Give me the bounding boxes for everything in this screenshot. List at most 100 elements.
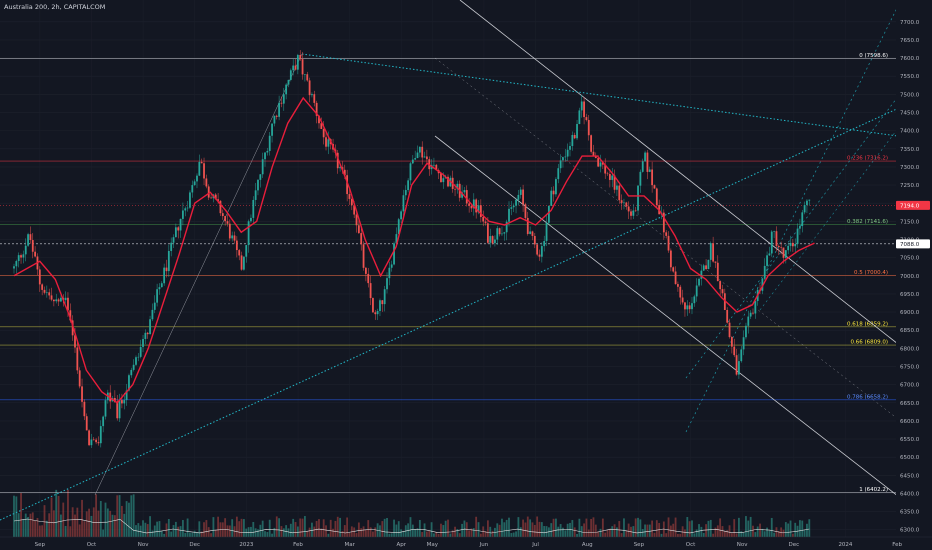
volume-bar bbox=[17, 513, 20, 537]
candle-body bbox=[796, 228, 799, 244]
volume-bar bbox=[742, 532, 745, 537]
volume-bar bbox=[526, 516, 529, 537]
volume-bar bbox=[402, 530, 405, 537]
candle-body bbox=[700, 270, 703, 279]
price-axis: 7700.0 7650.0 7600.0 7550.0 7500.0 7450.0 7400… bbox=[896, 0, 932, 550]
candle-body bbox=[789, 242, 792, 246]
volume-bar bbox=[808, 519, 811, 537]
volume-bar bbox=[463, 520, 466, 537]
volume-bar bbox=[151, 530, 154, 537]
volume-bar bbox=[660, 533, 663, 537]
candle-body bbox=[512, 205, 515, 208]
volume-bar bbox=[383, 518, 386, 537]
candle-body bbox=[50, 295, 53, 300]
volume-bar bbox=[557, 526, 560, 537]
candle-body bbox=[383, 289, 386, 305]
time-tick-label: Dec bbox=[788, 542, 799, 548]
candle-body bbox=[207, 186, 210, 198]
volume-bar bbox=[693, 533, 696, 537]
volume-bar bbox=[379, 525, 381, 537]
price-tick-label: 6350.0 bbox=[900, 510, 920, 516]
volume-bar bbox=[31, 512, 34, 537]
candle-body bbox=[409, 163, 412, 181]
candle-body bbox=[247, 221, 250, 246]
volume-bar bbox=[766, 527, 768, 537]
volume-bar bbox=[304, 516, 306, 537]
candle-body bbox=[773, 231, 776, 232]
time-tick-label: Jun bbox=[479, 542, 489, 548]
candle-body bbox=[186, 207, 189, 209]
volume-bar bbox=[334, 520, 337, 537]
volume-bar bbox=[271, 533, 273, 537]
candle-body bbox=[418, 146, 421, 153]
volume-bar bbox=[569, 522, 571, 537]
volume-bar bbox=[367, 520, 370, 537]
volume-bar bbox=[505, 519, 508, 537]
candle-body bbox=[156, 289, 159, 303]
volume-bar bbox=[777, 530, 780, 537]
volume-bar bbox=[681, 526, 684, 537]
time-axis-background bbox=[0, 537, 932, 550]
volume-bar bbox=[780, 527, 783, 537]
volume-bar bbox=[388, 533, 391, 537]
candle-body bbox=[470, 205, 473, 209]
candle-body bbox=[350, 198, 353, 206]
volume-bar bbox=[555, 518, 557, 537]
time-tick-label: Nov bbox=[737, 542, 748, 548]
volume-bar bbox=[226, 525, 229, 537]
candle-body bbox=[125, 390, 128, 401]
candle-body bbox=[254, 190, 257, 200]
candle-body bbox=[611, 175, 614, 180]
volume-bar bbox=[479, 533, 482, 537]
volume-bar bbox=[266, 532, 269, 537]
volume-bar bbox=[425, 531, 428, 537]
candle-body bbox=[128, 375, 130, 391]
volume-bar bbox=[34, 520, 37, 537]
candle-body bbox=[198, 161, 201, 176]
teal-support-line bbox=[0, 101, 913, 521]
volume-bar bbox=[240, 518, 243, 537]
fib-level-label: 0.618 (6859.2) bbox=[847, 321, 888, 327]
candle-body bbox=[738, 361, 740, 375]
candle-body bbox=[740, 349, 743, 362]
candle-body bbox=[803, 205, 806, 213]
candle-body bbox=[235, 240, 238, 251]
volume-bar bbox=[315, 520, 318, 537]
volume-bar bbox=[433, 533, 435, 537]
candle-body bbox=[184, 208, 187, 211]
volume-bar bbox=[533, 524, 536, 537]
volume-bar bbox=[435, 532, 438, 537]
volume-bar bbox=[529, 519, 532, 537]
price-tick-label: 7550.0 bbox=[900, 74, 920, 80]
time-tick-label: Aug bbox=[582, 542, 593, 548]
candle-body bbox=[519, 189, 522, 195]
candle-body bbox=[540, 246, 543, 257]
candle-body bbox=[27, 234, 29, 246]
volume-bar bbox=[709, 519, 712, 537]
volume-bar bbox=[339, 517, 341, 537]
volume-bar bbox=[451, 530, 454, 537]
candle-body bbox=[634, 210, 637, 212]
candle-body bbox=[745, 325, 747, 338]
volume-bar bbox=[296, 526, 299, 537]
candle-body bbox=[613, 175, 616, 190]
volume-bar bbox=[311, 522, 313, 537]
candle-body bbox=[688, 305, 691, 310]
volume-bar bbox=[346, 517, 349, 537]
volume-bar bbox=[707, 520, 710, 537]
volume-bar bbox=[355, 533, 358, 537]
time-tick-label: Jul bbox=[531, 542, 539, 548]
teal-channel-line bbox=[759, 109, 913, 311]
moving-average bbox=[13, 96, 815, 404]
volume-bar bbox=[257, 529, 259, 537]
volume-bar bbox=[74, 514, 76, 537]
candle-body bbox=[637, 185, 639, 211]
time-tick-label: Oct bbox=[686, 542, 696, 548]
volume-bar bbox=[447, 519, 449, 537]
candle-body bbox=[686, 305, 689, 310]
time-tick-label: Feb bbox=[293, 542, 303, 548]
volume-bar bbox=[332, 528, 334, 537]
candle-body bbox=[705, 265, 707, 269]
teal-channel-line bbox=[685, 77, 913, 379]
